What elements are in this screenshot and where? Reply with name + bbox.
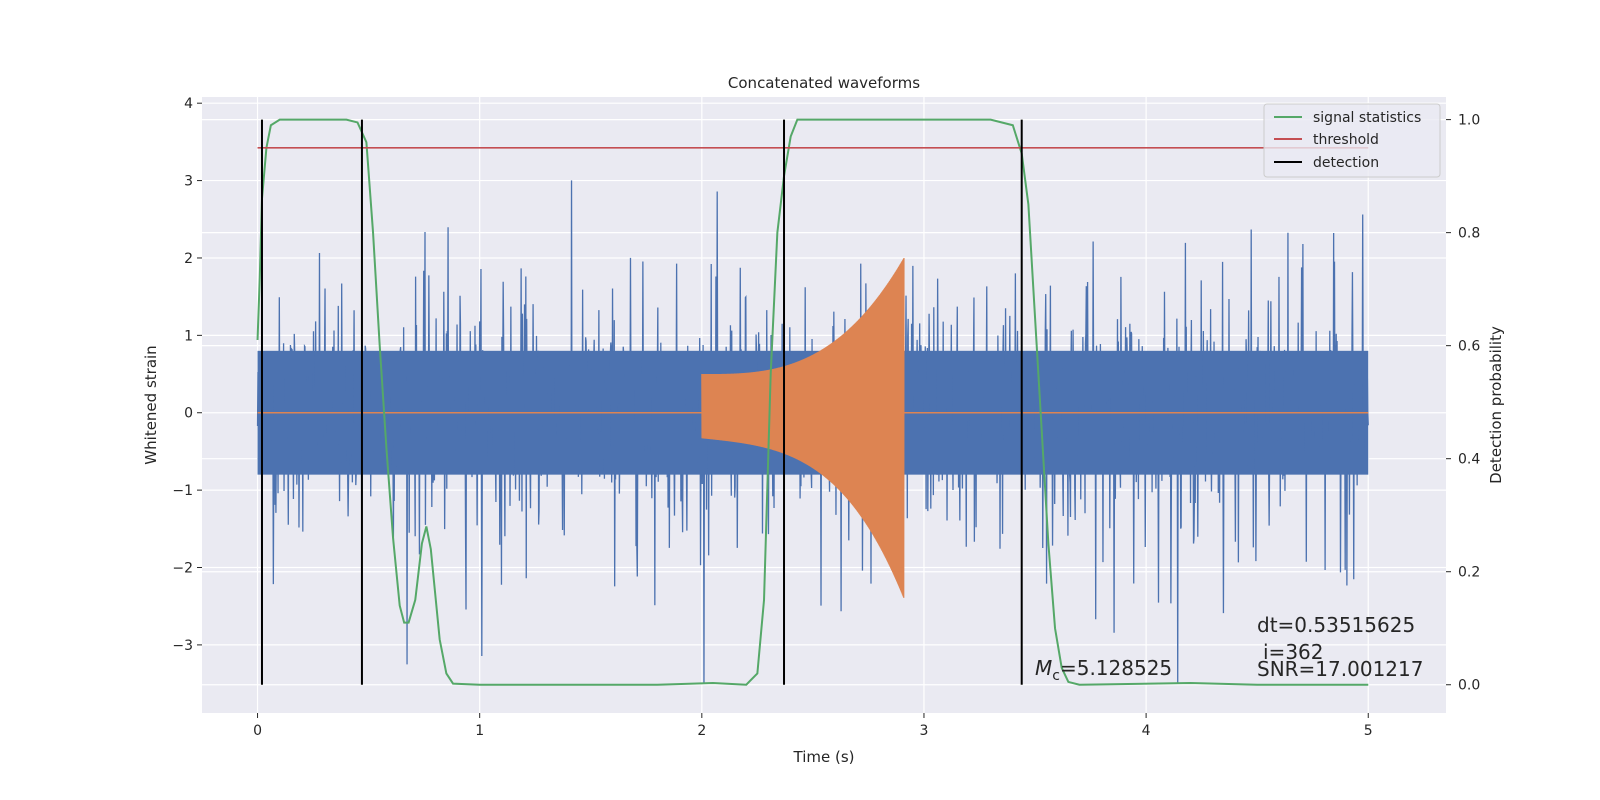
y-right-tick-label: 0.8 [1458, 226, 1480, 242]
y-tick-label: −2 [172, 561, 193, 577]
x-tick-label: 3 [920, 723, 929, 739]
x-tick-label: 4 [1142, 723, 1151, 739]
x-tick-label: 2 [697, 723, 706, 739]
y-tick-label: 4 [184, 96, 193, 112]
snr-annotation: SNR=17.001217 [1257, 657, 1423, 681]
mc-value: =5.128525 [1060, 656, 1172, 680]
y-tick-label: −3 [172, 638, 193, 654]
y-tick-label: 2 [184, 251, 193, 267]
series-layer [256, 118, 1369, 686]
dt-annotation: dt=0.53515625 [1257, 613, 1415, 637]
mc-subscript: c [1052, 668, 1060, 684]
y-right-tick-label: 0.4 [1458, 452, 1480, 468]
x-axis-label: Time (s) [793, 748, 855, 766]
mc-annotation: Mc=5.128525 [1035, 656, 1172, 684]
legend-detection-label: detection [1313, 155, 1379, 171]
legend-threshold-label: threshold [1313, 132, 1379, 148]
ticks: 0 1 2 3 4 5 −3 −2 −1 0 1 2 3 4 0.0 0.2 0.4 0.6 0.8 1.0 [172, 96, 1480, 739]
y-right-tick-label: 1.0 [1458, 113, 1480, 129]
legend-signal-statistics-label: signal statistics [1313, 110, 1421, 126]
y-tick-label: 3 [184, 174, 193, 190]
legend: signal statistics threshold detection [1263, 103, 1441, 178]
y-right-tick-label: 0.0 [1458, 678, 1480, 694]
legend-box [1263, 103, 1441, 178]
series-waveform-chirp [701, 257, 905, 598]
mc-symbol: M [1035, 656, 1052, 680]
y-right-tick-label: 0.2 [1458, 565, 1480, 581]
y-right-tick-label: 0.6 [1458, 339, 1480, 355]
y-axis-right-label: Detection probability [1487, 326, 1505, 484]
y-tick-label: 1 [184, 328, 193, 344]
y-axis-label: Whitened strain [142, 345, 160, 464]
x-tick-label: 1 [475, 723, 484, 739]
chart-title: Concatenated waveforms [728, 74, 920, 92]
y-tick-label: 0 [184, 406, 193, 422]
x-tick-label: 0 [253, 723, 262, 739]
series-signal-statistics [256, 118, 1369, 686]
x-tick-label: 5 [1364, 723, 1373, 739]
i-annotation: i=362 [1263, 640, 1324, 664]
y-tick-label: −1 [172, 483, 193, 499]
